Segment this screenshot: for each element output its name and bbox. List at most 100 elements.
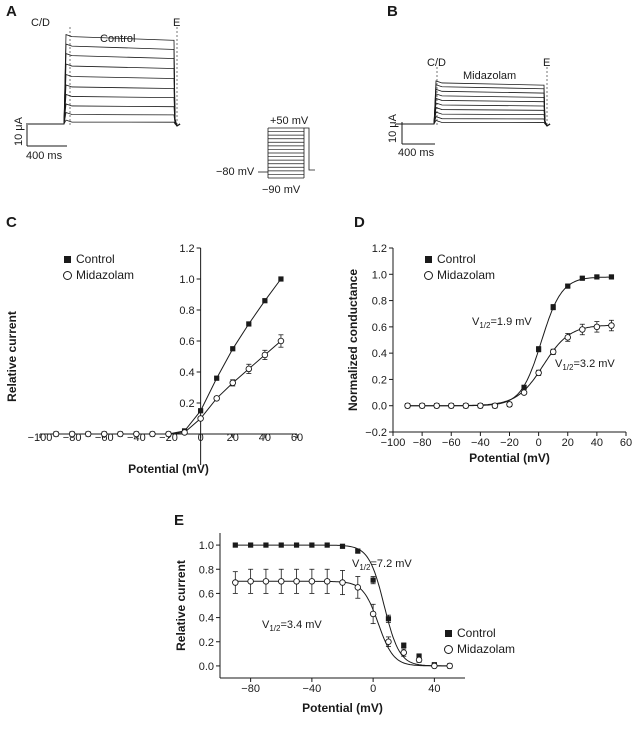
- legend-marker-d-control: [425, 256, 432, 263]
- point-e-control-11: [385, 616, 392, 622]
- x-tick-label-e-4: 40: [428, 683, 440, 695]
- x-axis-label-d: Potential (mV): [469, 451, 550, 465]
- y-tick-label-e-6: 1.0: [199, 540, 214, 552]
- panel-label-b: B: [387, 3, 398, 20]
- y-tick-label-d-1: −0.2: [365, 427, 387, 439]
- point-c-midazolam-4: [100, 430, 108, 438]
- point-e-control-6: [309, 542, 315, 548]
- protocol-steps: [258, 127, 315, 179]
- panel-label-c: C: [6, 214, 17, 231]
- protocol-hold-label: −80 mV: [216, 166, 255, 178]
- point-e-midazolam-13: [415, 656, 423, 664]
- x-axis-label-e: Potential (mV): [302, 701, 383, 715]
- legend-label-d-control: Control: [437, 252, 476, 266]
- point-e-midazolam-3: [262, 578, 270, 585]
- vhalf-midazolam-d: V1/2=3.2 mV: [555, 358, 615, 372]
- y-tick-label-e-3: 0.4: [199, 613, 214, 625]
- x-tick-label-d-9: 60: [620, 437, 632, 449]
- legend-marker-c-control: [64, 256, 71, 263]
- fit-curve-d-midazolam: [407, 324, 612, 407]
- point-c-control-14: [262, 298, 268, 304]
- x-tick-label-d-1: −100: [381, 437, 406, 449]
- x-tick-label-c-9: 60: [291, 432, 303, 444]
- x-tick-label-c-8: 40: [259, 432, 271, 444]
- marker-cd-a: C/D: [31, 17, 50, 29]
- point-e-control-2: [248, 542, 254, 548]
- point-e-midazolam-6: [308, 578, 316, 585]
- point-e-midazolam-9: [354, 584, 362, 591]
- x-tick-label-c-1: −100: [28, 432, 53, 444]
- legend-label-c-control: Control: [76, 252, 115, 266]
- y-tick-label-d-2: 0.0: [372, 401, 387, 413]
- panel-label-d: D: [354, 214, 365, 231]
- point-c-control-11: [214, 375, 220, 381]
- point-e-control-7: [324, 542, 330, 548]
- point-d-midazolam-3: [433, 402, 440, 409]
- point-c-midazolam-14: [261, 351, 269, 359]
- y-axis-label-c: Relative current: [5, 311, 19, 402]
- y-tick-label-e-2: 0.2: [199, 637, 214, 649]
- y-tick-label-c-1: 0.2: [179, 398, 194, 410]
- scale-time-a: 400 ms: [26, 150, 63, 162]
- fit-curve-e-control: [235, 544, 450, 667]
- legend-label-c-midazolam: Midazolam: [76, 268, 134, 282]
- y-tick-label-d-3: 0.2: [372, 374, 387, 386]
- scale-time-b: 400 ms: [398, 147, 435, 159]
- x-tick-label-d-5: −20: [500, 437, 519, 449]
- y-tick-label-e-4: 0.6: [199, 588, 214, 600]
- current-trace-b-10: [396, 80, 551, 127]
- series-line-c-midazolam: [56, 340, 282, 435]
- x-tick-label-d-6: 0: [536, 437, 542, 449]
- current-trace-b-4: [396, 107, 551, 127]
- current-trace-a-10: [26, 34, 181, 127]
- current-trace-b-2: [396, 116, 551, 127]
- panel-label-e: E: [174, 512, 184, 529]
- point-d-midazolam-11: [549, 348, 557, 356]
- marker-e-b: E: [543, 57, 550, 69]
- point-d-control-12: [565, 283, 571, 289]
- point-c-control-12: [230, 346, 236, 352]
- point-c-control-15: [278, 276, 284, 282]
- y-tick-label-d-5: 0.6: [372, 322, 387, 334]
- point-c-midazolam-5: [117, 430, 124, 438]
- point-d-control-14: [594, 274, 600, 280]
- point-c-midazolam-15: [277, 337, 285, 345]
- point-e-midazolam-12: [400, 649, 408, 656]
- point-e-midazolam-7: [323, 578, 331, 585]
- point-e-midazolam-4: [278, 578, 285, 585]
- current-trace-a-6: [26, 73, 181, 127]
- chart-c: −100 −80 −60 −40 −20 0 20 40 60 0.2 0.4 0.6 0.8 1.0 1.…: [5, 243, 303, 476]
- panel-b: B C/D E Midazolam 10 μA 400 ms: [387, 3, 550, 159]
- y-tick-label-c-4: 0.8: [179, 305, 194, 317]
- point-d-control-10: [536, 346, 542, 352]
- point-c-midazolam-12: [229, 379, 236, 387]
- y-tick-label-d-7: 1.0: [372, 269, 387, 281]
- point-d-midazolam-2: [418, 402, 426, 409]
- point-e-control-13: [416, 653, 422, 659]
- x-tick-label-e-1: −80: [241, 683, 260, 695]
- x-tick-label-c-2: −80: [63, 432, 82, 444]
- point-c-midazolam-8: [165, 430, 172, 438]
- x-tick-label-d-4: −40: [471, 437, 490, 449]
- x-tick-label-d-7: 20: [562, 437, 574, 449]
- y-tick-label-c-2: 0.4: [179, 367, 194, 379]
- x-tick-label-d-8: 40: [591, 437, 603, 449]
- point-d-midazolam-12: [564, 334, 572, 341]
- current-trace-a-5: [26, 84, 181, 127]
- point-e-midazolam-8: [339, 579, 346, 586]
- point-e-control-3: [263, 542, 269, 548]
- point-e-midazolam-2: [247, 578, 254, 585]
- point-e-control-12: [401, 642, 407, 648]
- legend-marker-e-control: [445, 630, 452, 637]
- point-d-midazolam-6: [477, 402, 484, 409]
- point-c-control-13: [246, 321, 252, 327]
- point-d-midazolam-15: [608, 322, 615, 329]
- x-tick-label-d-2: −80: [413, 437, 432, 449]
- fit-curve-d-control: [407, 276, 612, 407]
- point-e-midazolam-5: [293, 578, 300, 585]
- marker-cd-b: C/D: [427, 57, 446, 69]
- x-tick-label-e-3: 0: [370, 683, 376, 695]
- legend-marker-c-midazolam: [63, 271, 72, 280]
- y-tick-label-e-5: 0.8: [199, 564, 214, 576]
- x-tick-label-d-3: −60: [442, 437, 461, 449]
